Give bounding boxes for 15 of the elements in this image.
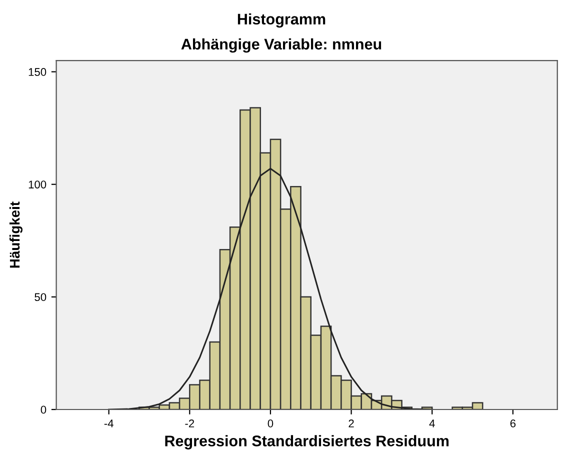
y-tick-label: 150 bbox=[28, 68, 46, 76]
y-tick-label: 100 bbox=[28, 180, 46, 188]
chart-title: Histogramm bbox=[238, 13, 326, 28]
x-tick-label: -4 bbox=[104, 420, 114, 428]
chart-subtitle: Abhängige Variable: nmneu bbox=[181, 38, 382, 53]
x-axis-title: Regression Standardisiertes Residuum bbox=[165, 435, 449, 450]
y-tick-label: 0 bbox=[40, 406, 46, 414]
x-tick-label: 2 bbox=[348, 420, 354, 428]
y-axis-title: Häufigkeit bbox=[9, 202, 22, 268]
line-series bbox=[108, 168, 433, 410]
x-tick-label: 6 bbox=[510, 420, 516, 428]
x-tick-label: 4 bbox=[429, 420, 435, 428]
x-tick-label: -2 bbox=[185, 420, 194, 428]
x-tick-label: 0 bbox=[268, 420, 274, 428]
y-tick-label: 50 bbox=[34, 293, 46, 302]
